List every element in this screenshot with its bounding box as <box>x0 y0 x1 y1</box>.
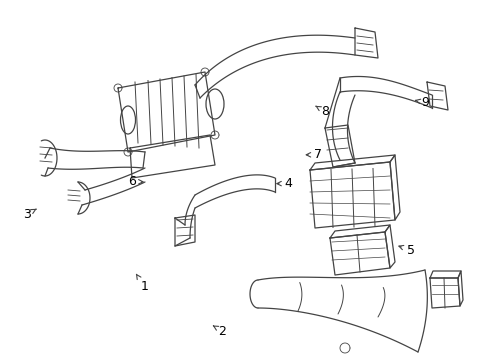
Text: 2: 2 <box>213 325 226 338</box>
Text: 3: 3 <box>23 208 36 221</box>
Text: 8: 8 <box>315 105 328 118</box>
Text: 4: 4 <box>276 177 292 190</box>
Text: 1: 1 <box>136 274 148 293</box>
Text: 5: 5 <box>398 244 414 257</box>
Text: 7: 7 <box>305 148 321 161</box>
Text: 9: 9 <box>415 96 428 109</box>
Text: 6: 6 <box>128 175 142 188</box>
